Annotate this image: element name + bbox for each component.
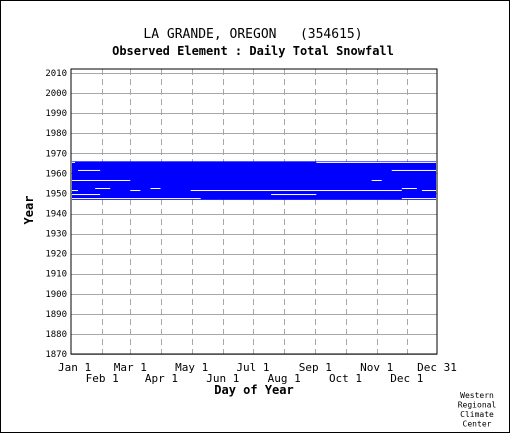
year-band-1947 (72, 197, 436, 200)
x-tick-label: May 1 (175, 361, 208, 374)
missing-range-1947 (71, 198, 201, 200)
year-band-1959 (72, 173, 436, 176)
chart-title: LA GRANDE, OREGON (354615) (143, 27, 362, 42)
year-band-1949 (72, 193, 436, 196)
y-tick-label: 1970 (45, 149, 67, 159)
y-tick-label: 1930 (45, 230, 67, 240)
year-band-1953 (72, 185, 436, 188)
y-tick-label: 1920 (45, 250, 67, 260)
missing-range-1951 (190, 190, 402, 192)
missing-range-1951 (130, 190, 141, 192)
missing-range-1965 (316, 161, 437, 163)
y-tick-label: 1910 (45, 270, 67, 280)
x-tick-label: Jun 1 (206, 372, 239, 385)
x-tick-label: Nov 1 (360, 361, 393, 374)
year-band-1948 (72, 195, 436, 198)
year-band-1950 (72, 191, 436, 194)
y-tick-label: 2010 (45, 69, 67, 79)
year-band-1958 (72, 175, 436, 178)
y-tick-label: 2000 (45, 89, 67, 99)
x-tick-label: Oct 1 (329, 372, 362, 385)
x-tick-label: Jul 1 (236, 361, 269, 374)
x-tick-labels: Jan 1 Mar 1 May 1 Jul 1 Sep 1 Nov 1 Dec 31 Feb … (58, 361, 457, 385)
year-band-1955 (72, 181, 436, 184)
y-tick-label: 1890 (45, 310, 67, 320)
year-band-1957 (72, 177, 436, 180)
credit-line: Regional (458, 401, 497, 410)
year-band-1963 (72, 165, 436, 168)
missing-range-1951 (71, 190, 79, 192)
data-marks (71, 161, 437, 200)
x-tick-label: Sep 1 (299, 361, 332, 374)
y-axis-label: Year (22, 196, 36, 225)
x-tick-label: Mar 1 (114, 361, 147, 374)
x-tick-label: Jan 1 (58, 361, 91, 374)
missing-range-1965 (71, 161, 76, 163)
grid-lines (71, 69, 437, 355)
year-band-1956 (72, 179, 436, 182)
y-tick-label: 1880 (45, 330, 67, 340)
y-tick-label: 1960 (45, 169, 67, 179)
year-band-1961 (72, 169, 436, 172)
y-tick-label: 1900 (45, 290, 67, 300)
y-tick-labels: 1870 1880 1890 1900 1910 1920 1930 1940 1950 1960… (45, 69, 67, 360)
x-axis-label: Day of Year (214, 383, 293, 397)
credit-line: Climate (460, 410, 494, 419)
year-band-1962 (72, 167, 436, 170)
y-tick-label: 1940 (45, 210, 67, 220)
y-tick-label: 1980 (45, 129, 67, 139)
missing-range-1952 (95, 188, 111, 190)
x-tick-label: Feb 1 (86, 372, 119, 385)
missing-range-1961 (391, 169, 437, 171)
missing-range-1952 (401, 188, 417, 190)
credit-line: Center (463, 420, 492, 429)
x-tick-label: Apr 1 (145, 372, 178, 385)
x-tick-label: Dec 1 (390, 372, 423, 385)
plot-area-border (70, 68, 438, 355)
missing-range-1949 (271, 194, 317, 196)
year-band-1954 (72, 183, 436, 186)
credit-line: Western (460, 391, 494, 400)
y-tick-label: 1990 (45, 109, 67, 119)
missing-range-1949 (71, 194, 101, 196)
y-tick-label: 1870 (45, 350, 67, 360)
year-band-1952 (72, 187, 436, 190)
year-band-1960 (72, 171, 436, 174)
y-tick-label: 1950 (45, 189, 67, 199)
missing-range-1956 (371, 179, 382, 181)
chart-subtitle: Observed Element : Daily Total Snowfall (112, 44, 394, 58)
year-band-1965 (72, 161, 436, 164)
year-band-1964 (72, 163, 436, 166)
x-tick-label: Aug 1 (268, 372, 301, 385)
missing-range-1951 (421, 190, 437, 192)
missing-range-1947 (401, 198, 437, 200)
x-tick-label: Dec 31 (417, 361, 457, 374)
missing-range-1961 (78, 169, 101, 171)
missing-range-1956 (71, 179, 131, 181)
missing-range-1952 (150, 188, 161, 190)
